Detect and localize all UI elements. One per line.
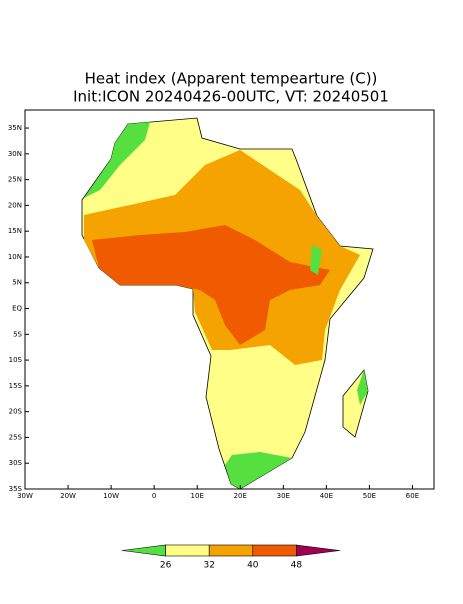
colorbar-label: 32 [203, 561, 214, 571]
colorbar-label: 40 [247, 561, 259, 571]
colorbar-segment [165, 544, 210, 557]
mild-south [225, 452, 292, 489]
y-tick-label: 10N [8, 253, 22, 261]
x-tick-label: 0 [152, 492, 156, 500]
y-tick-label: 5S [13, 330, 22, 338]
x-tick-label: 20E [234, 492, 247, 500]
x-tick-label: 20W [60, 492, 76, 500]
map-frame [24, 109, 435, 490]
x-tick-label: 30E [277, 492, 290, 500]
y-tick-label: 20N [8, 201, 22, 209]
x-tick-label: 30W [17, 492, 33, 500]
y-tick-label: 10S [9, 356, 23, 364]
colorbar-segment [208, 544, 254, 557]
x-tick-label: 50E [363, 492, 376, 500]
mild-north [84, 122, 150, 198]
y-tick-label: 25N [8, 176, 22, 184]
colorbar-segment [252, 544, 297, 557]
x-tick-label: 60E [406, 492, 419, 500]
colorbar-segment [296, 544, 341, 557]
x-tick-label: 10E [191, 492, 204, 500]
colorbar-label: 48 [291, 561, 303, 571]
axes: 30W 20W 10W 0 10E 20E 30E 40E 50E 60E 35N 30N 25N 20N… [8, 124, 419, 500]
land [81, 117, 374, 490]
y-tick-label: 35S [9, 485, 23, 493]
y-tick-label: EQ [12, 305, 22, 313]
y-tick-label: 15N [8, 227, 22, 235]
y-tick-label: 30S [9, 459, 23, 467]
very-hot-zone [92, 225, 330, 345]
colorbar: 26 32 40 48 [121, 544, 341, 571]
y-tick-label: 25S [9, 433, 23, 441]
y-tick-label: 30N [8, 150, 22, 158]
colorbar-label: 26 [160, 561, 172, 571]
x-tick-label: 10W [103, 492, 119, 500]
subtitle: Init:ICON 20240426-00UTC, VT: 20240501 [73, 88, 389, 106]
title: Heat index (Apparent tempearture (C)) [85, 70, 378, 88]
y-tick-label: 5N [12, 279, 22, 287]
mild-east [310, 245, 322, 275]
x-tick-label: 40E [320, 492, 333, 500]
y-tick-label: 20S [9, 408, 23, 416]
y-tick-label: 35N [8, 124, 22, 132]
madagascar-mild [357, 370, 368, 405]
colorbar-segment [121, 544, 166, 557]
y-tick-label: 15S [9, 382, 23, 390]
